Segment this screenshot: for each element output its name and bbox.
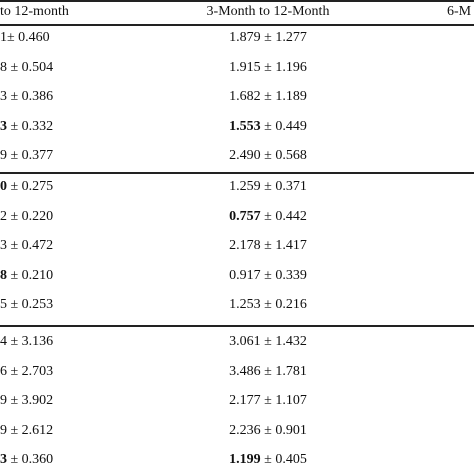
- table-cell: 1.199 ± 0.405: [229, 452, 307, 468]
- table-cell: 0.917 ± 0.339: [229, 267, 307, 283]
- column-header: 6-M: [447, 4, 472, 19]
- table-cell: 1± 0.460: [0, 30, 50, 45]
- table-cell: 2.490 ± 0.568: [229, 148, 307, 164]
- column-header: 3-Month to 12-Month: [206, 4, 330, 19]
- table-cell: 0 ± 0.275: [0, 179, 53, 195]
- group-rule: [0, 325, 474, 327]
- table-cell: 6 ± 2.703: [0, 363, 54, 379]
- group-rule: [0, 172, 474, 174]
- value-text: ± 0.275: [7, 179, 54, 194]
- header-rule: [0, 24, 474, 26]
- bold-value: 0: [0, 179, 7, 194]
- table-cell: 5 ± 0.253: [0, 297, 54, 313]
- table-cell: 1.253 ± 0.216: [229, 297, 307, 313]
- bold-value: 3: [0, 452, 7, 468]
- table-cell: 3.486 ± 1.781: [229, 363, 307, 379]
- table-cell: 3.061 ± 1.432: [229, 334, 307, 349]
- table-cell: 0.757 ± 0.442: [229, 209, 307, 225]
- table-cell: 1.879 ± 1.277: [229, 30, 307, 45]
- table-cell: 2.236 ± 0.901: [229, 422, 307, 438]
- table-cell: 1.259 ± 0.371: [229, 179, 307, 194]
- table-cell: 1.682 ± 1.189: [229, 89, 307, 105]
- value-text: ± 0.332: [7, 118, 54, 134]
- table-cell: 8 ± 0.504: [0, 59, 54, 75]
- column-header: to 12-month: [0, 4, 69, 19]
- table-cell: 3 ± 0.472: [0, 238, 54, 254]
- bold-value: 1.553: [229, 118, 261, 134]
- top-rule: [0, 0, 474, 2]
- table-cell: 9 ± 3.902: [0, 393, 54, 409]
- value-text: ± 0.210: [7, 267, 54, 283]
- table-cell: 3 ± 0.332: [0, 119, 53, 135]
- bold-value: 8: [0, 267, 7, 283]
- table-cell: 1.553 ± 0.449: [229, 119, 307, 135]
- table-cell: 2.177 ± 1.107: [229, 393, 307, 409]
- bold-value: 1.199: [229, 452, 261, 468]
- table-cell: 9 ± 2.612: [0, 422, 54, 438]
- table-cell: 2 ± 0.220: [0, 208, 54, 224]
- table-cell: 2.178 ± 1.417: [229, 238, 307, 254]
- table-cell: 8 ± 0.210: [0, 268, 53, 284]
- table-cell: 9 ± 0.377: [0, 148, 54, 164]
- table-cell: 1.915 ± 1.196: [229, 59, 307, 75]
- table-cell: 3 ± 0.360: [0, 452, 53, 468]
- table-cell: 4 ± 3.136: [0, 334, 54, 349]
- value-text: ± 0.360: [7, 452, 54, 468]
- table-cell: 3 ± 0.386: [0, 89, 54, 105]
- value-text: ± 0.449: [260, 118, 307, 134]
- value-text: ± 0.405: [260, 452, 307, 468]
- bold-value: 3: [0, 118, 7, 134]
- value-text: ± 0.442: [260, 208, 307, 224]
- bold-value: 0.757: [229, 208, 261, 224]
